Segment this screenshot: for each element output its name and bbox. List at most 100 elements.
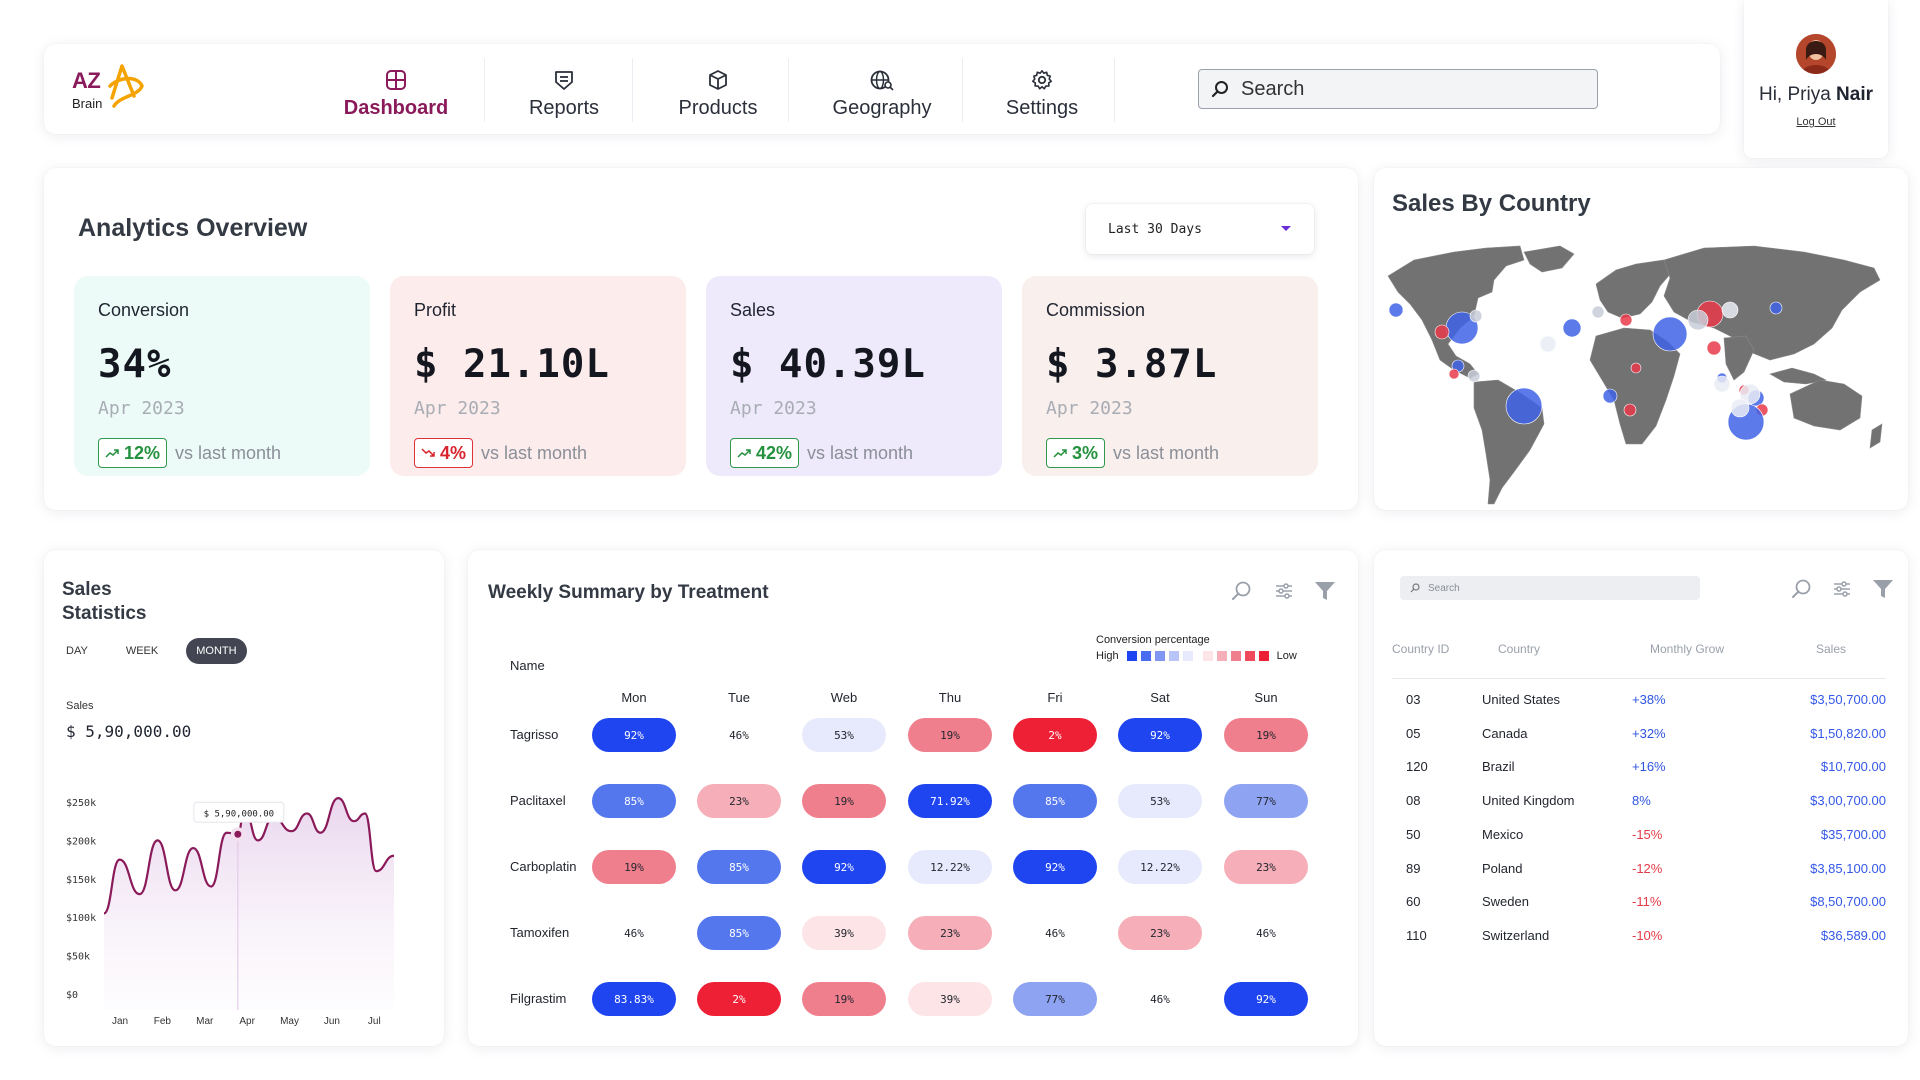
heatmap-cell[interactable]: 92%: [592, 718, 676, 752]
nav-products[interactable]: Products: [652, 58, 784, 120]
heatmap-cell[interactable]: 19%: [1224, 718, 1308, 752]
heatmap-cell[interactable]: 46%: [1045, 926, 1065, 940]
heatmap-cell[interactable]: 85%: [1013, 784, 1097, 818]
country-bubble[interactable]: [1434, 324, 1450, 340]
heatmap-cell[interactable]: 83.83%: [592, 982, 676, 1016]
heatmap-cell[interactable]: 77%: [1224, 784, 1308, 818]
tab-week[interactable]: WEEK: [125, 645, 159, 657]
heatmap-cell[interactable]: 39%: [802, 916, 886, 950]
col-header-country-id[interactable]: Country ID: [1392, 642, 1450, 656]
highlight-point[interactable]: [234, 830, 242, 838]
heatmap-cell[interactable]: 23%: [697, 784, 781, 818]
table-row[interactable]: 08 United Kingdom 8% $3,00,700.00: [1374, 793, 1908, 813]
table-row[interactable]: 120 Brazil +16% $10,700.00: [1374, 759, 1908, 779]
heatmap-cell[interactable]: 85%: [697, 850, 781, 884]
country-bubble[interactable]: [1602, 388, 1618, 404]
table-row[interactable]: 50 Mexico -15% $35,700.00: [1374, 827, 1908, 847]
heatmap-cell[interactable]: 92%: [1118, 718, 1202, 752]
table-row[interactable]: 89 Poland -12% $3,85,100.00: [1374, 861, 1908, 881]
country-bubble[interactable]: [1769, 301, 1783, 315]
logout-link[interactable]: Log Out: [1796, 116, 1836, 128]
heatmap-cell[interactable]: 19%: [592, 850, 676, 884]
kpi-value: $ 40.39L: [730, 342, 926, 387]
adjust-icon[interactable]: [1832, 580, 1852, 598]
heatmap-cell[interactable]: 2%: [697, 982, 781, 1016]
country-bubble[interactable]: [1539, 335, 1557, 353]
country-bubble[interactable]: [1623, 403, 1637, 417]
country-bubble[interactable]: [1706, 340, 1722, 356]
kpi-card-sales[interactable]: Sales $ 40.39L Apr 2023 42% vs last mont…: [706, 276, 1002, 476]
country-bubble[interactable]: [1730, 398, 1750, 418]
filter-icon[interactable]: [1314, 580, 1336, 602]
nav-reports[interactable]: Reports: [504, 58, 624, 120]
col-header-sales[interactable]: Sales: [1816, 642, 1847, 656]
heatmap-cell[interactable]: 12.22%: [1118, 850, 1202, 884]
country-bubble[interactable]: [1630, 362, 1642, 374]
country-bubble[interactable]: [1448, 368, 1460, 380]
country-bubble[interactable]: [1591, 305, 1605, 319]
date-range-dropdown[interactable]: Last 30 Days: [1086, 204, 1314, 254]
heatmap-cell[interactable]: 85%: [697, 916, 781, 950]
table-search[interactable]: [1400, 576, 1700, 600]
table-row[interactable]: 05 Canada +32% $1,50,820.00: [1374, 726, 1908, 746]
country-bubble[interactable]: [1467, 369, 1481, 383]
heatmap-cell[interactable]: 19%: [908, 718, 992, 752]
heatmap-cell[interactable]: 39%: [908, 982, 992, 1016]
heatmap-cell[interactable]: 19%: [802, 982, 886, 1016]
heatmap-cell[interactable]: 12.22%: [908, 850, 992, 884]
country-bubble[interactable]: [1505, 387, 1543, 425]
heatmap-cell[interactable]: 71.92%: [908, 784, 992, 818]
country-bubble[interactable]: [1619, 313, 1633, 327]
heatmap-cell[interactable]: 46%: [1150, 992, 1170, 1006]
heatmap-cell[interactable]: 85%: [592, 784, 676, 818]
country-bubble[interactable]: [1388, 302, 1404, 318]
avatar[interactable]: [1796, 34, 1836, 74]
heatmap-cell[interactable]: 53%: [802, 718, 886, 752]
kpi-card-conversion[interactable]: Conversion 34% Apr 2023 12% vs last mont…: [74, 276, 370, 476]
search-icon[interactable]: [1790, 578, 1812, 600]
country-bubble[interactable]: [1713, 375, 1731, 393]
brand-logo[interactable]: AZ Brain: [72, 62, 152, 118]
heatmap-cell[interactable]: 23%: [1224, 850, 1308, 884]
col-header-country[interactable]: Country: [1498, 642, 1541, 656]
box-icon: [709, 70, 727, 90]
heatmap-cell[interactable]: 46%: [1256, 926, 1276, 940]
nav-dashboard[interactable]: Dashboard: [332, 58, 460, 120]
heatmap-cell[interactable]: 77%: [1013, 982, 1097, 1016]
heatmap-cell[interactable]: 23%: [1118, 916, 1202, 950]
country-bubble[interactable]: [1562, 318, 1582, 338]
country-bubble[interactable]: [1739, 383, 1761, 405]
nav-geography[interactable]: Geography: [808, 58, 956, 120]
col-header-monthly-grow[interactable]: Monthly Grow: [1650, 642, 1725, 656]
heatmap-cell[interactable]: 19%: [802, 784, 886, 818]
country-bubble[interactable]: [1652, 316, 1688, 352]
heatmap-cell[interactable]: 46%: [729, 728, 749, 742]
table-search-input[interactable]: [1428, 582, 1678, 594]
kpi-card-profit[interactable]: Profit $ 21.10L Apr 2023 4% vs last mont…: [390, 276, 686, 476]
adjust-icon[interactable]: [1274, 582, 1294, 600]
heatmap-cell[interactable]: 92%: [1013, 850, 1097, 884]
kpi-card-commission[interactable]: Commission $ 3.87L Apr 2023 3% vs last m…: [1022, 276, 1318, 476]
country-bubble[interactable]: [1469, 309, 1483, 323]
table-row[interactable]: 60 Sweden -11% $8,50,700.00: [1374, 894, 1908, 914]
tab-month[interactable]: MONTH: [186, 638, 247, 664]
heatmap-cell[interactable]: 92%: [1224, 982, 1308, 1016]
heatmap-cell[interactable]: 92%: [802, 850, 886, 884]
heatmap-cell[interactable]: 46%: [624, 926, 644, 940]
global-search[interactable]: [1198, 69, 1598, 109]
heatmap-cell[interactable]: 53%: [1118, 784, 1202, 818]
filter-icon[interactable]: [1872, 578, 1894, 600]
table-row[interactable]: 110 Switzerland -10% $36,589.00: [1374, 928, 1908, 948]
country-bubble[interactable]: [1721, 301, 1739, 319]
search-icon[interactable]: [1230, 580, 1252, 602]
sales-line-chart[interactable]: $250k $200k $150k $100k $50k $0 Jan Feb Mar Apr M…: [44, 746, 444, 1046]
heatmap-cell[interactable]: 2%: [1013, 718, 1097, 752]
tab-day[interactable]: DAY: [66, 645, 88, 657]
nav-settings[interactable]: Settings: [982, 58, 1102, 120]
legend-swatch: [1258, 651, 1269, 661]
table-row[interactable]: 03 United States +38% $3,50,700.00: [1374, 692, 1908, 712]
global-search-input[interactable]: [1241, 77, 1571, 101]
country-bubble[interactable]: [1687, 309, 1709, 331]
world-map[interactable]: [1374, 168, 1908, 510]
heatmap-cell[interactable]: 23%: [908, 916, 992, 950]
